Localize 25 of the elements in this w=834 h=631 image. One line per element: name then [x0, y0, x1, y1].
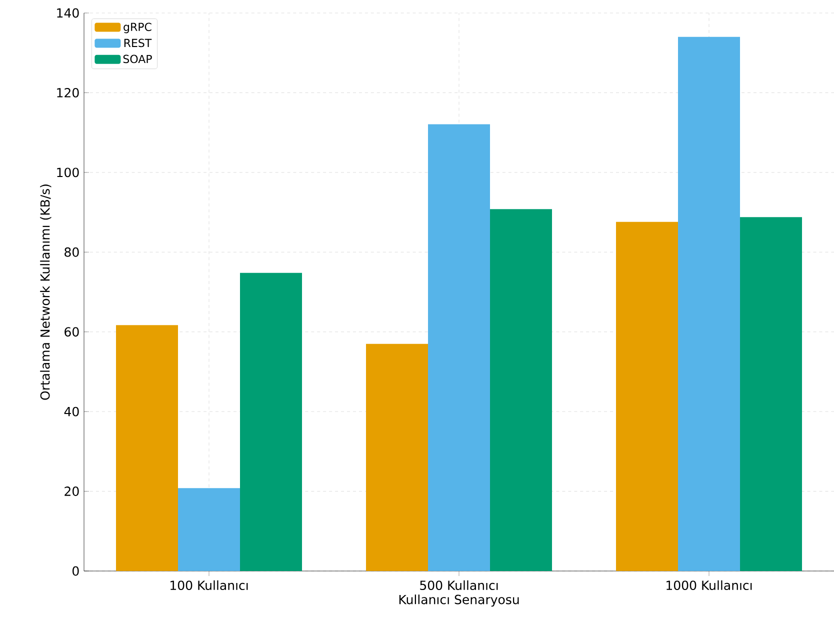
y-tick-label: 20 [64, 486, 79, 496]
legend-label: REST [124, 38, 152, 48]
y-tick-label: 60 [64, 327, 79, 337]
bar [178, 488, 240, 571]
y-tick-label: 40 [64, 406, 79, 416]
bar [116, 325, 178, 571]
bar [428, 124, 490, 571]
x-tick-label: 500 Kullanıcı [420, 580, 498, 590]
bar [366, 344, 428, 571]
x-axis-title: Kullanıcı Senaryosu [399, 594, 519, 607]
bar [240, 272, 302, 571]
y-tick-label: 100 [57, 168, 79, 178]
y-tick-label: 80 [64, 247, 79, 257]
bar [678, 36, 740, 571]
y-tick-label: 140 [57, 8, 79, 18]
y-axis-title: Ortalama Network Kullanımı (KB/s) [40, 184, 52, 400]
x-tick-label: 100 Kullanıcı [170, 580, 248, 590]
bar [740, 217, 802, 571]
legend-label: SOAP [123, 54, 152, 64]
x-tick-label: 1000 Kullanıcı [666, 580, 752, 590]
bar [616, 222, 678, 571]
y-tick-label: 0 [72, 566, 79, 576]
legend-label: gRPC [124, 22, 152, 34]
y-tick-label: 120 [57, 88, 79, 98]
bar [490, 209, 552, 571]
